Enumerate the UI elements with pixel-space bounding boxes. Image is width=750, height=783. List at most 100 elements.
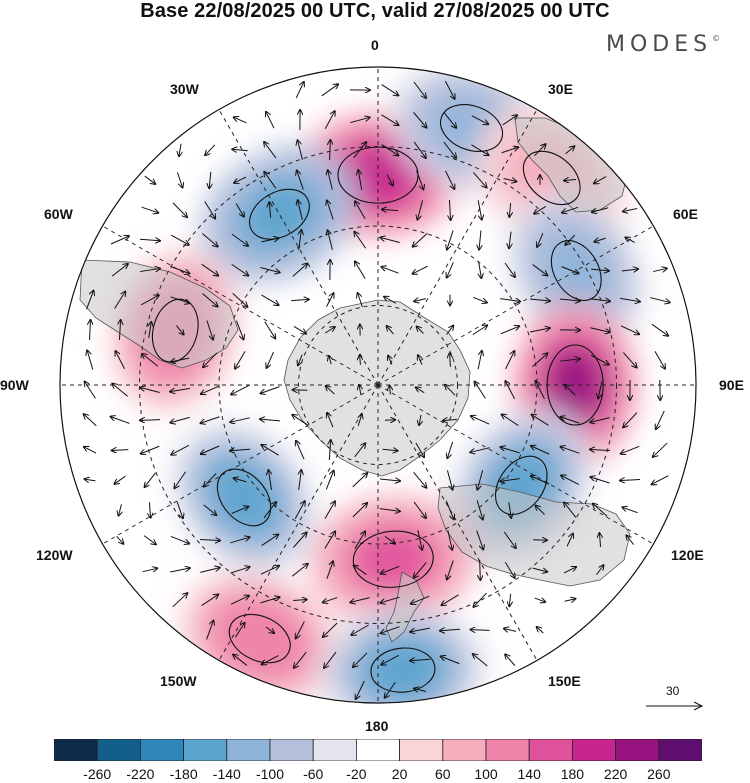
wind-vector-221 — [114, 475, 126, 484]
wind-vector-223 — [174, 471, 187, 489]
lon-label-60w: 60W — [44, 206, 73, 222]
wind-vector-119 — [650, 297, 669, 303]
wind-vector-294 — [230, 596, 249, 605]
wind-vector-69 — [299, 230, 302, 250]
streamline-loop-5 — [546, 344, 604, 426]
colorbar-segment-4 — [226, 739, 271, 761]
wind-vector-211 — [415, 442, 424, 457]
wind-vector-213 — [470, 447, 490, 453]
wind-vector-67 — [231, 233, 248, 246]
colorbar-segment-8 — [399, 739, 444, 761]
wind-vector-38 — [386, 174, 393, 186]
wind-vector-64 — [139, 239, 160, 241]
brand-mark: © — [712, 34, 721, 43]
wind-vector-318 — [233, 655, 248, 666]
wind-vector-275 — [626, 535, 634, 545]
colorbar-tick-label: -60 — [303, 766, 324, 782]
lon-label-60e: 60E — [673, 206, 698, 222]
wind-vector-263 — [261, 534, 279, 546]
colorbar-tick-label: -220 — [126, 766, 155, 782]
wind-vector-103 — [170, 296, 190, 303]
wind-vector-305 — [564, 599, 576, 602]
wind-vector-241 — [149, 502, 150, 517]
wind-vector-268 — [417, 530, 422, 550]
wind-vector-296 — [293, 599, 306, 600]
meridian-300 — [102, 225, 379, 386]
wind-vector-40 — [445, 170, 455, 189]
wind-vector-82 — [140, 268, 160, 271]
wind-vector-72 — [380, 237, 400, 244]
wind-vector-108 — [325, 293, 333, 307]
wind-vector-166 — [261, 386, 280, 394]
wind-vector-324 — [410, 659, 431, 660]
wind-vector-23 — [381, 144, 399, 156]
wind-vector-145 — [235, 351, 246, 368]
wind-vector-297 — [323, 597, 338, 603]
wind-vector-159 — [654, 351, 665, 368]
wind-vector-254 — [536, 505, 545, 515]
wind-vector-330 — [414, 688, 427, 691]
wind-vector-118 — [620, 297, 640, 301]
wind-vector-57 — [477, 200, 482, 219]
wind-vector-105 — [232, 292, 248, 307]
colorbar-segment-2 — [140, 739, 185, 761]
wind-vector-303 — [509, 593, 510, 606]
wind-vector-70 — [328, 230, 333, 250]
wind-vector-206 — [261, 445, 279, 456]
wind-vector-309 — [296, 621, 305, 639]
wind-vector-58 — [509, 203, 510, 217]
wind-vector-171 — [416, 387, 425, 394]
wind-vector-176 — [565, 385, 576, 396]
wind-vector-167 — [293, 390, 308, 391]
wind-vector-177 — [598, 381, 603, 399]
wind-vector-59 — [534, 205, 547, 213]
wind-vector-79 — [594, 238, 606, 242]
wind-vector-134 — [500, 326, 519, 335]
colorbar-segment-11 — [528, 739, 573, 761]
wind-vector-156 — [560, 359, 580, 361]
wind-vector-109 — [358, 293, 363, 308]
wind-vector-95 — [532, 264, 548, 276]
streamline-loop-8 — [216, 468, 272, 527]
wind-vector-230 — [379, 479, 400, 481]
wind-vector-125 — [235, 320, 243, 340]
wind-vector-302 — [473, 592, 487, 607]
colorbar-segment-13 — [615, 739, 660, 761]
wind-vector-26 — [471, 144, 488, 155]
wind-vector-56 — [449, 199, 450, 220]
colorbar-tick-label: 140 — [517, 766, 541, 782]
wind-vector-306 — [206, 621, 214, 640]
wind-vector-187 — [292, 415, 308, 426]
wind-vector-225 — [234, 478, 247, 482]
wind-vector-101 — [114, 292, 126, 309]
colorbar-segment-0 — [54, 739, 98, 761]
wind-vector-215 — [531, 446, 550, 455]
wind-vector-316 — [504, 629, 517, 632]
wind-vector-49 — [235, 203, 244, 216]
wind-vector-285 — [414, 561, 427, 577]
wind-vector-98 — [621, 269, 638, 271]
streamline-loop-1 — [249, 188, 310, 240]
lon-label-0: 0 — [371, 37, 379, 53]
wind-vector-106 — [261, 294, 278, 305]
wind-vector-21 — [330, 140, 331, 161]
wind-vector-111 — [414, 299, 427, 302]
wind-vector-293 — [201, 594, 219, 606]
meridian-150 — [377, 384, 538, 661]
streamline-loop-10 — [228, 613, 291, 664]
wind-vector-52 — [327, 201, 334, 220]
wind-vector-77 — [537, 232, 544, 247]
wind-vector-157 — [590, 354, 609, 364]
wind-vector-239 — [652, 475, 669, 485]
wind-vector-266 — [354, 531, 365, 549]
wind-vector-170 — [390, 386, 391, 395]
wind-vector-261 — [199, 540, 220, 541]
wind-vector-269 — [447, 530, 452, 550]
streamline-loop-7 — [151, 298, 199, 363]
wind-vector-248 — [352, 503, 367, 518]
wind-vector-238 — [620, 480, 641, 481]
streamline-loop-11 — [370, 647, 436, 693]
lon-label-90e: 90E — [719, 377, 744, 393]
wind-vector-280 — [260, 566, 279, 575]
wind-vector-284 — [381, 565, 400, 573]
